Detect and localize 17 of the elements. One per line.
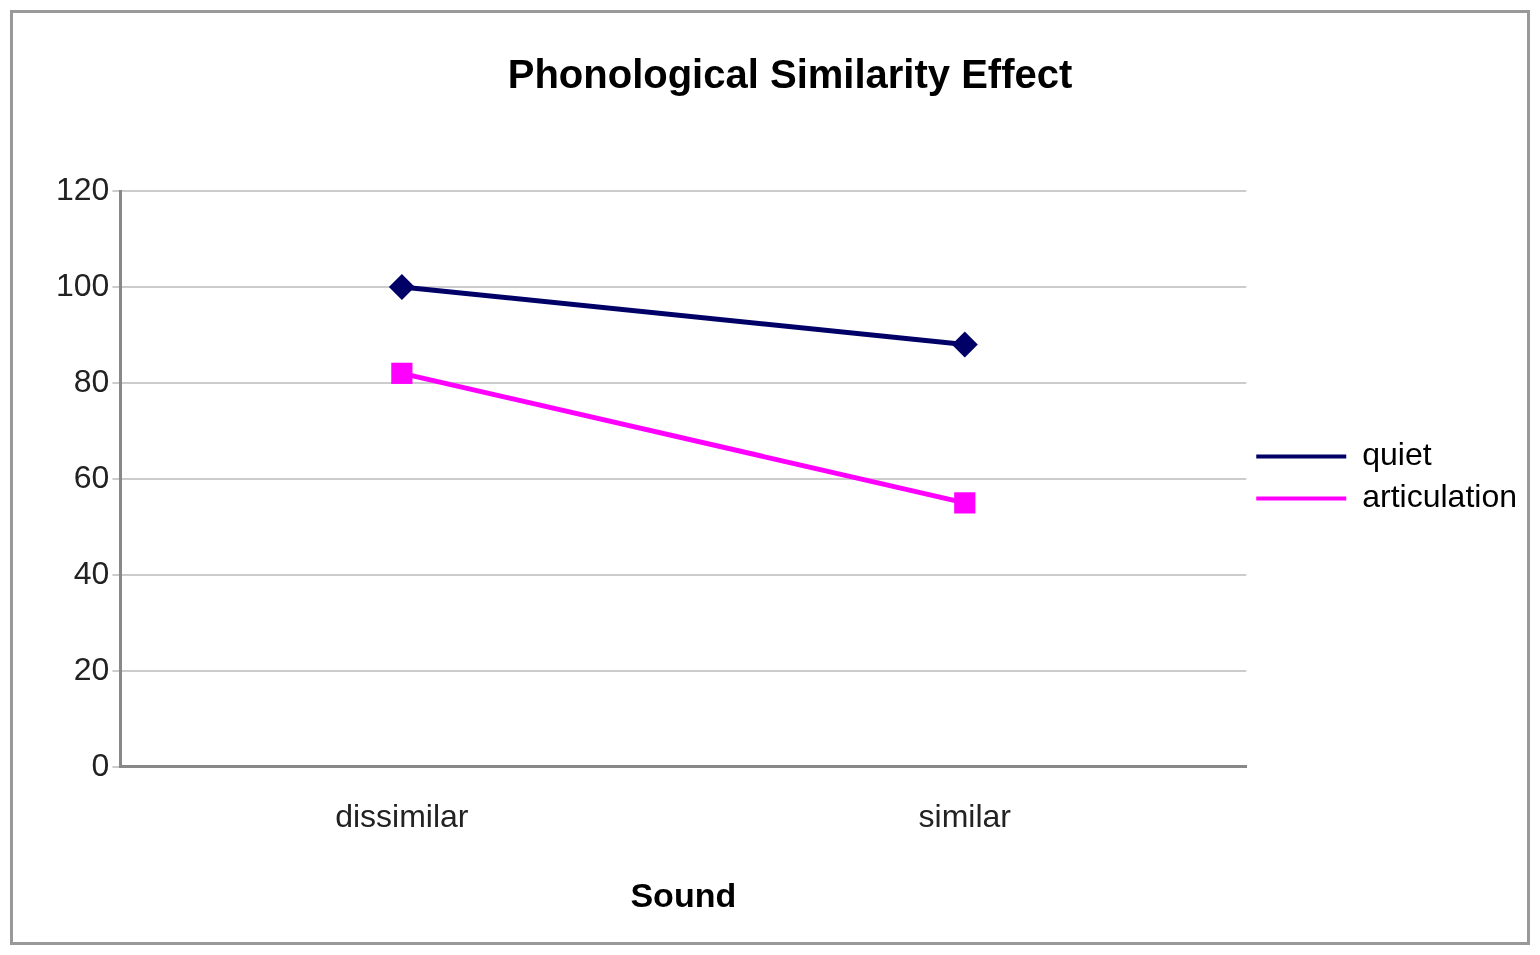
x-axis-title: Sound	[630, 875, 737, 914]
y-tick-label: 60	[73, 458, 110, 495]
y-tick-label: 100	[56, 266, 110, 303]
y-tick-label: 0	[91, 746, 110, 783]
y-tick-label: 20	[73, 650, 110, 687]
legend-label: articulation	[1362, 478, 1517, 515]
y-tick-label: 80	[73, 362, 110, 399]
y-tick-label: 120	[56, 170, 110, 207]
y-tick-label: 40	[73, 554, 110, 591]
point	[391, 362, 413, 384]
chart-title: Phonological Similarity Effect	[507, 52, 1073, 97]
point	[954, 492, 976, 514]
point	[388, 273, 415, 300]
legend-label: quiet	[1362, 436, 1432, 473]
x-tick-label: dissimilar	[335, 797, 469, 834]
point	[951, 331, 978, 358]
x-tick-label: similar	[918, 797, 1012, 834]
